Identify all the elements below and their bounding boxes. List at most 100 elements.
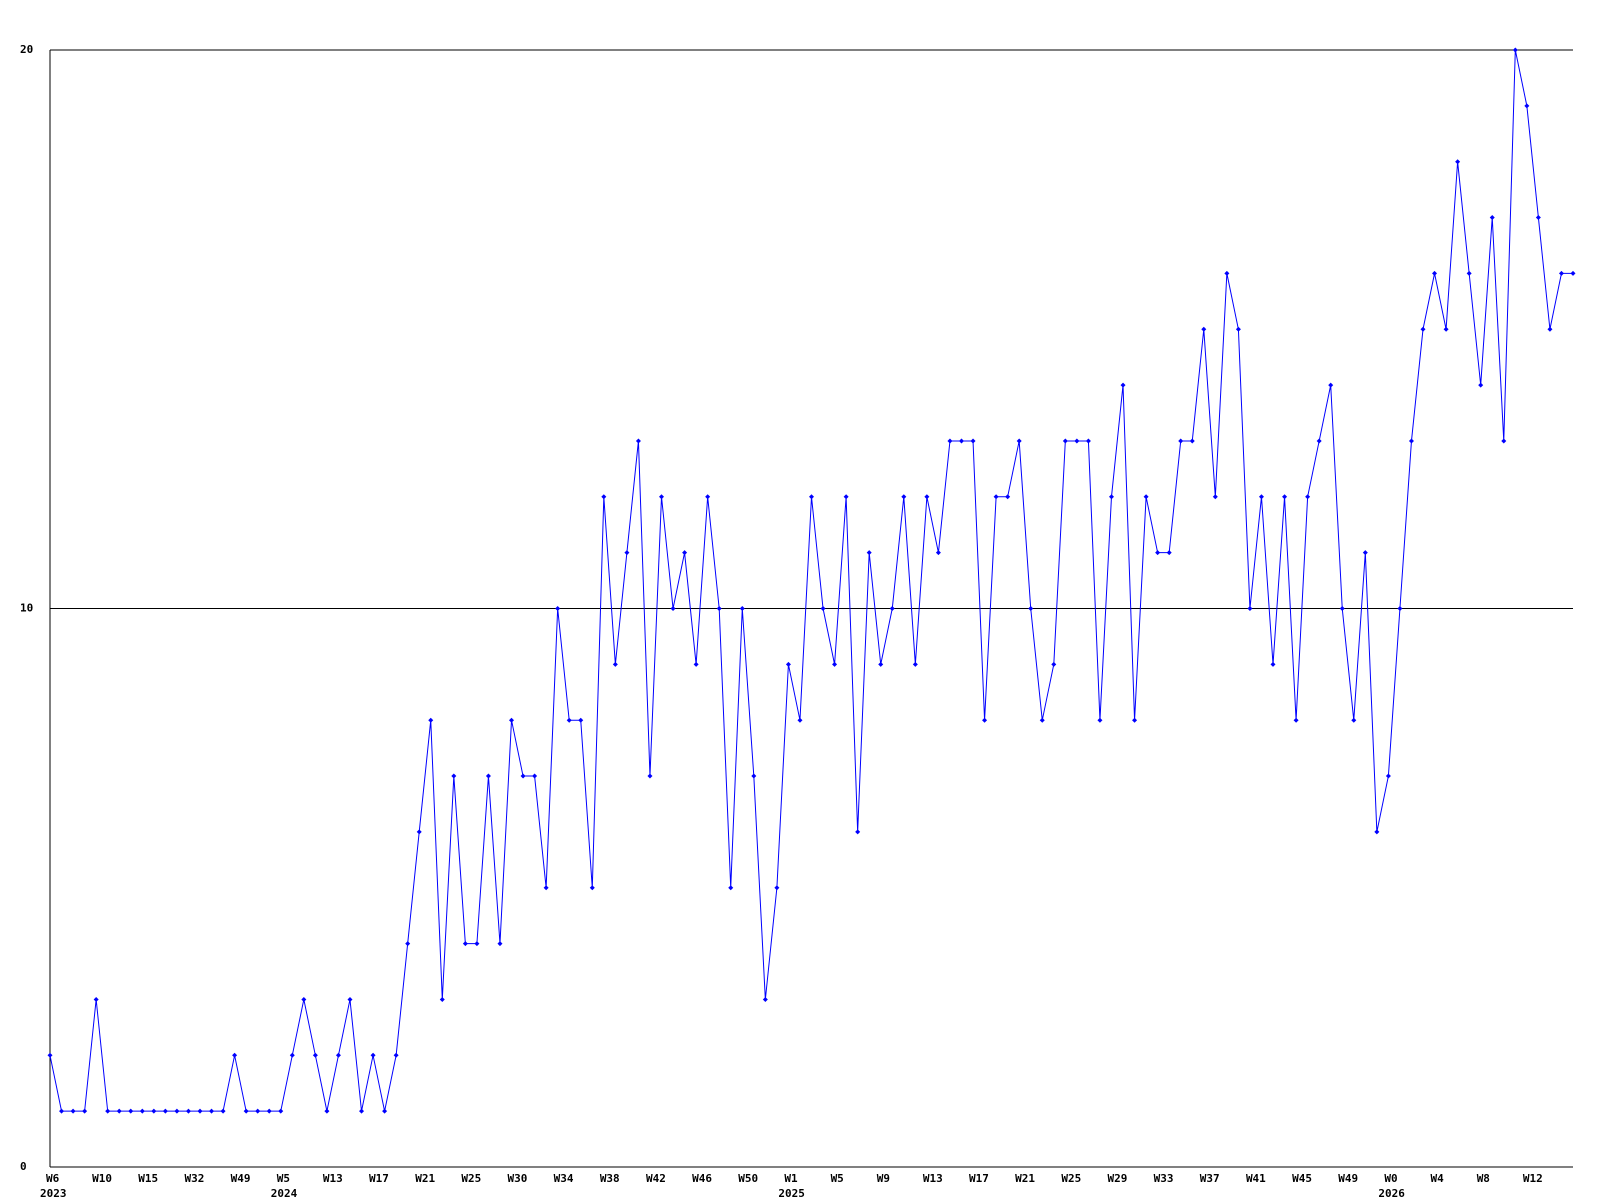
data-point: [1258, 494, 1264, 500]
x-tick-label: W42: [646, 1172, 666, 1185]
x-year-label: 2026: [1378, 1187, 1405, 1200]
data-point: [1466, 270, 1472, 276]
x-tick-label: W41: [1246, 1172, 1266, 1185]
data-point: [266, 1108, 272, 1114]
x-tick-label: W38: [600, 1172, 620, 1185]
x-tick-label: W34: [554, 1172, 574, 1185]
data-point: [243, 1108, 249, 1114]
data-point: [1085, 438, 1091, 444]
data-point: [1316, 438, 1322, 444]
data-point: [728, 885, 734, 891]
data-point: [220, 1108, 226, 1114]
data-point: [1143, 494, 1149, 500]
data-point: [128, 1108, 134, 1114]
data-point: [359, 1108, 365, 1114]
x-tick-label: W37: [1200, 1172, 1220, 1185]
data-point: [1512, 47, 1518, 53]
data-point: [1328, 382, 1334, 388]
data-point: [670, 606, 676, 611]
data-point: [1397, 606, 1403, 611]
data-point: [82, 1108, 88, 1114]
data-point: [820, 606, 826, 611]
data-point: [1051, 661, 1057, 667]
x-year-label: 2025: [778, 1187, 805, 1200]
data-point: [382, 1108, 388, 1114]
data-point: [520, 773, 526, 779]
x-tick-label: W0: [1384, 1172, 1397, 1185]
x-tick-label: W9: [877, 1172, 890, 1185]
data-point: [439, 996, 445, 1002]
data-point: [1224, 270, 1230, 276]
x-year-label: 2023: [40, 1187, 67, 1200]
data-point: [693, 661, 699, 667]
x-tick-label: W25: [1061, 1172, 1081, 1185]
data-point: [335, 1052, 341, 1058]
data-point: [1489, 215, 1495, 221]
data-point: [485, 773, 491, 779]
x-tick-label: W15: [138, 1172, 158, 1185]
data-point: [1166, 550, 1172, 556]
x-tick-label: W6: [46, 1172, 60, 1185]
data-point: [105, 1108, 111, 1114]
x-tick-label: W45: [1292, 1172, 1312, 1185]
data-point: [1432, 270, 1438, 276]
data-point: [1039, 717, 1045, 723]
data-point: [1478, 382, 1484, 388]
data-point: [1524, 103, 1530, 109]
data-point: [1351, 717, 1357, 723]
data-point: [1212, 494, 1218, 500]
data-point: [1374, 829, 1380, 835]
data-point: [901, 494, 907, 500]
data-point: [924, 494, 930, 500]
data-point: [1535, 215, 1541, 221]
x-tick-label: W29: [1107, 1172, 1127, 1185]
data-point: [70, 1108, 76, 1114]
data-point: [324, 1108, 330, 1114]
data-point: [878, 661, 884, 667]
data-point: [555, 606, 561, 611]
data-point: [1362, 550, 1368, 556]
data-point: [174, 1108, 180, 1114]
data-line: [49, 49, 1573, 1112]
x-tick-label: W10: [92, 1172, 112, 1185]
data-point: [1420, 326, 1426, 332]
data-point: [1270, 661, 1276, 667]
data-point: [682, 550, 688, 556]
data-point: [116, 1108, 122, 1114]
x-tick-label: W17: [369, 1172, 389, 1185]
data-point: [462, 941, 468, 947]
data-point: [497, 941, 503, 947]
data-point: [832, 661, 838, 667]
data-point: [93, 996, 99, 1002]
x-tick-label: W33: [1154, 1172, 1174, 1185]
data-point: [659, 494, 665, 500]
x-tick-label: W4: [1431, 1172, 1445, 1185]
data-point: [762, 996, 768, 1002]
data-point: [1189, 438, 1195, 444]
data-point: [809, 494, 814, 500]
x-tick-label: W12: [1523, 1172, 1543, 1185]
data-point: [578, 717, 584, 723]
data-point: [1247, 606, 1253, 611]
data-point: [1570, 270, 1576, 276]
data-point: [739, 606, 745, 611]
data-point: [509, 717, 515, 723]
y-tick-label: 10: [20, 602, 33, 615]
data-point: [947, 438, 953, 444]
data-point: [958, 438, 964, 444]
data-point: [1132, 717, 1138, 723]
data-point: [1005, 494, 1011, 500]
data-point: [624, 550, 630, 556]
data-point: [543, 885, 549, 891]
x-tick-label: W32: [184, 1172, 204, 1185]
data-point: [1385, 773, 1391, 779]
data-point: [612, 661, 618, 667]
data-point: [889, 606, 895, 611]
x-tick-label: W5: [277, 1172, 290, 1185]
y-tick-label: 20: [20, 43, 33, 56]
data-point: [139, 1108, 145, 1114]
data-point: [1097, 717, 1103, 723]
data-point: [151, 1108, 157, 1114]
data-point: [601, 494, 607, 500]
